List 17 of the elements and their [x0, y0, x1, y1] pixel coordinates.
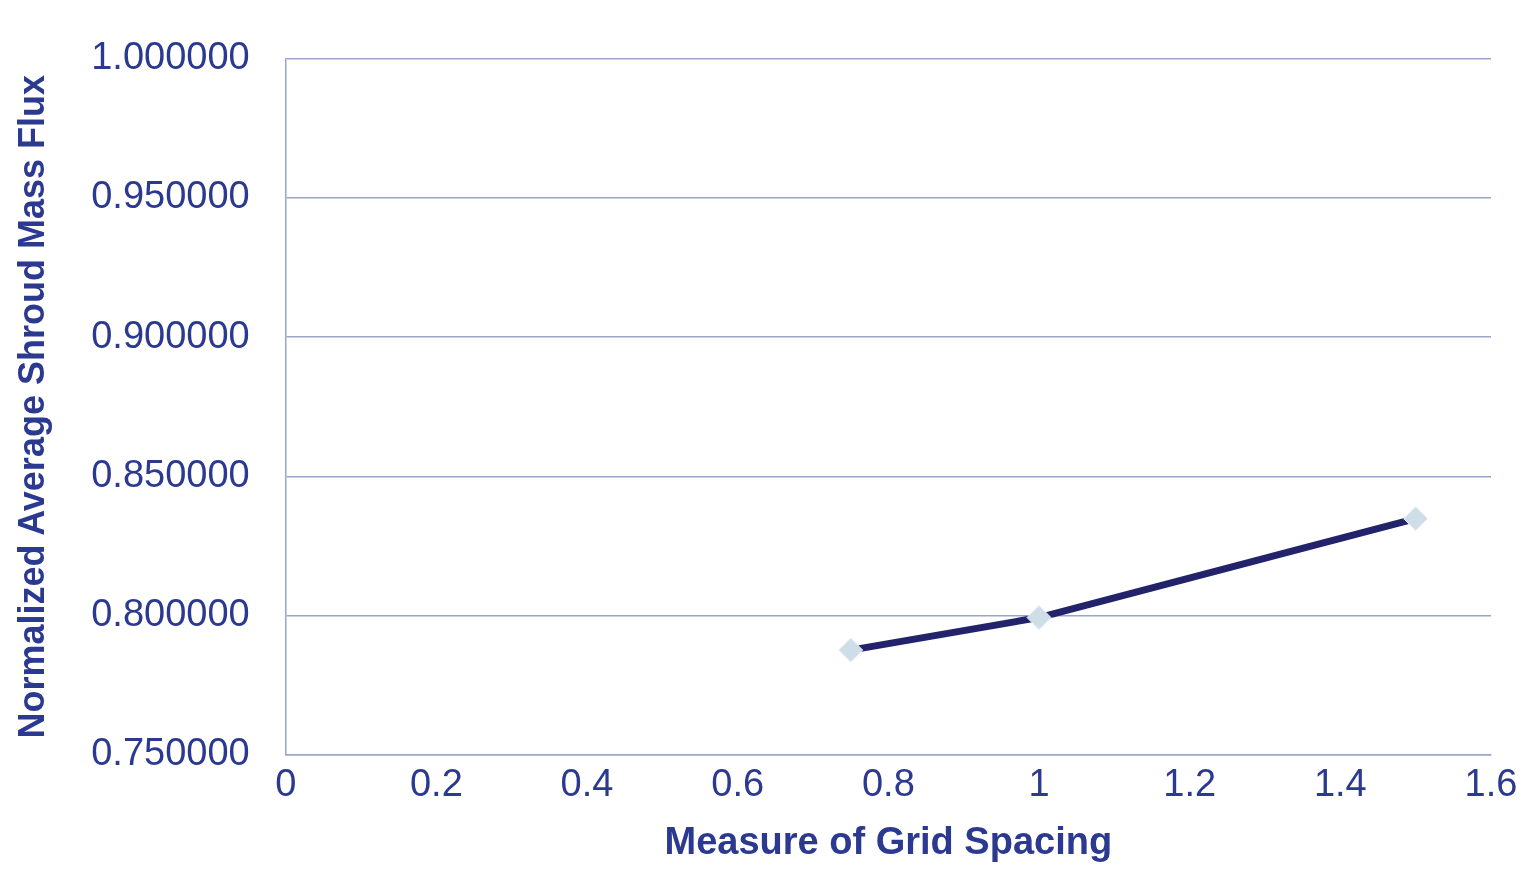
y-axis-title: Normalized Average Shroud Mass Flux: [10, 75, 52, 739]
x-tick-label: 0: [275, 762, 297, 805]
x-tick-label: 0.6: [711, 762, 765, 805]
x-tick-label: 1.6: [1464, 762, 1518, 805]
y-tick-label: 0.850000: [91, 452, 250, 495]
y-tick-label: 0.800000: [91, 592, 250, 635]
y-tick-label: 1.000000: [91, 35, 250, 78]
y-tick-label: 0.950000: [91, 174, 250, 217]
x-tick-label: 0.4: [560, 762, 614, 805]
x-tick-label: 1.4: [1313, 762, 1367, 805]
x-tick-label: 0.8: [861, 762, 915, 805]
x-axis-title: Measure of Grid Spacing: [664, 819, 1113, 862]
x-tick-label: 1.2: [1163, 762, 1217, 805]
x-tick-label: 1: [1028, 762, 1050, 805]
y-tick-label: 0.900000: [91, 313, 250, 356]
y-tick-label: 0.750000: [91, 731, 250, 774]
x-tick-label: 0.2: [409, 762, 463, 805]
